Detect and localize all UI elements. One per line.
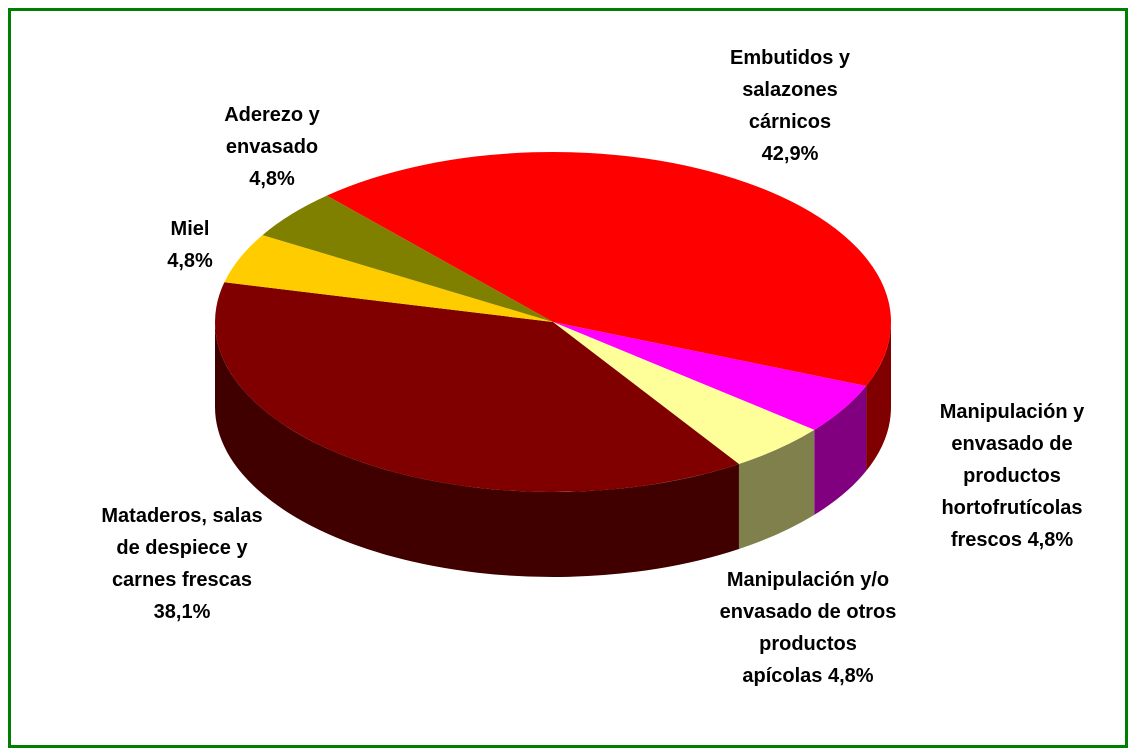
slice — [553, 322, 815, 464]
value-label: 38,1% — [153, 601, 211, 623]
value-label: 4,8% — [1027, 529, 1074, 551]
slice — [553, 322, 867, 430]
slice-label: Miel 4,8% — [160, 213, 220, 277]
slice-side — [738, 429, 815, 549]
slice-label: Manipulación y/o envasado de otros produ… — [718, 564, 898, 692]
slice-label: Embutidos y salazones cárnicos 42,9% — [727, 42, 853, 170]
value-label: 4,8% — [828, 665, 874, 687]
slice-label: Mataderos, salas de despiece y carnes fr… — [96, 500, 268, 628]
value-label: 42,9% — [761, 143, 819, 165]
category-label: Miel — [170, 218, 210, 240]
pie-tops — [215, 151, 892, 492]
slice-side — [866, 322, 891, 472]
slice-label: Manipulación y envasado de productos hor… — [912, 396, 1112, 556]
value-label: 4,8% — [249, 168, 295, 190]
category-label: Manipulación y/o envasado de otros produ… — [719, 569, 897, 687]
slice-side — [215, 322, 739, 577]
slice — [224, 235, 553, 322]
pie-sides — [215, 322, 891, 577]
slice — [326, 151, 892, 387]
slice-side — [814, 386, 867, 515]
slice — [215, 282, 739, 492]
value-label: 4,8% — [167, 250, 213, 272]
chart — [215, 151, 892, 577]
slice — [262, 195, 553, 322]
category-label: Mataderos, salas de despiece y carnes fr… — [101, 505, 263, 591]
page: (() => { const data = JSON.parse(documen… — [8, 8, 1128, 748]
slice-label: Aderezo y envasado 4,8% — [212, 99, 332, 195]
category-label: Embutidos y salazones cárnicos — [729, 47, 850, 133]
category-label: Manipulación y envasado de productos hor… — [939, 401, 1085, 551]
category-label: Aderezo y envasado — [224, 104, 320, 158]
